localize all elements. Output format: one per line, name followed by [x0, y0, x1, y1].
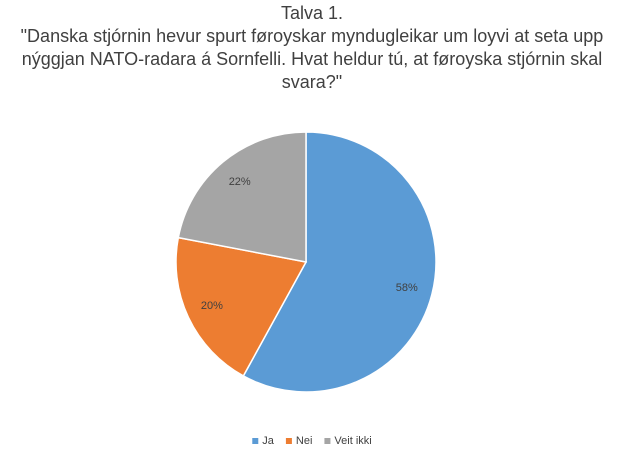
chart-subtitle: svara?" — [282, 72, 342, 92]
legend-label: Nei — [296, 435, 313, 447]
chart-title: Talva 1. — [281, 3, 343, 23]
chart-subtitle: "Danska stjórnin hevur spurt føroyskar m… — [21, 26, 604, 46]
legend: Ja Nei Veit ikki — [252, 435, 372, 447]
legend-swatch — [252, 438, 259, 444]
legend-swatch — [324, 438, 331, 444]
data-label: 22% — [229, 176, 251, 188]
data-label: 58% — [396, 282, 418, 294]
pie-slice — [242, 131, 437, 393]
legend-label: Ja — [262, 435, 275, 447]
legend-swatch — [285, 438, 292, 444]
data-label: 20% — [201, 300, 223, 312]
pie-slice — [177, 131, 307, 263]
legend-label: Veit ikki — [334, 435, 371, 447]
pie-slice — [175, 236, 308, 377]
chart-subtitle: nýggjan NATO-radara á Sornfelli. Hvat he… — [22, 49, 603, 69]
